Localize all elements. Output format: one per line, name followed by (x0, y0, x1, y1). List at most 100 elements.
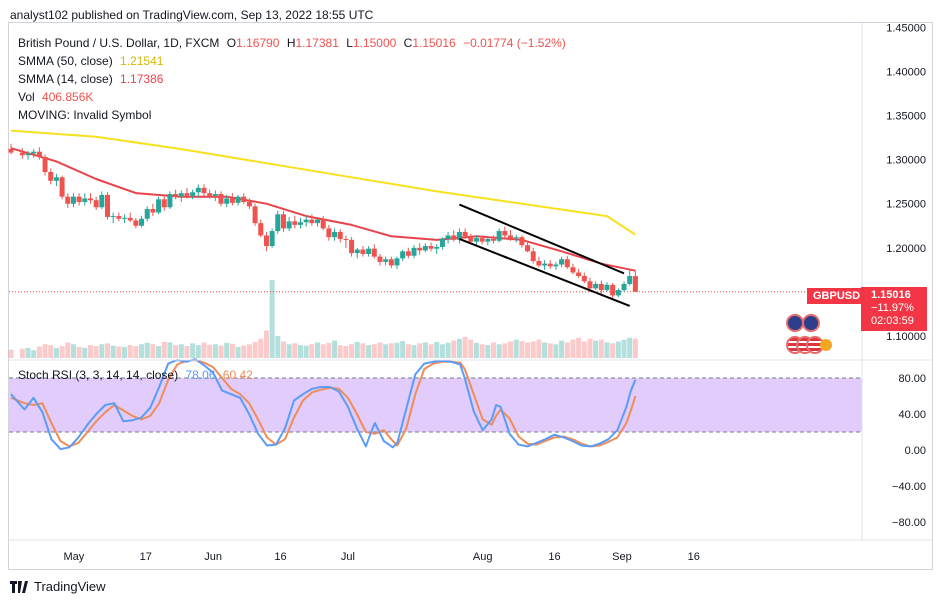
event-dot-icon[interactable] (820, 339, 832, 351)
volume-bar (48, 345, 54, 358)
candle-body (59, 177, 65, 197)
stoch-tick-label: 40.00 (898, 409, 926, 421)
volume-bar (547, 343, 553, 358)
volume-bar (615, 341, 621, 358)
volume-bar (508, 341, 514, 358)
volume-bar (31, 350, 37, 358)
volume-bar (366, 345, 372, 358)
price-tick-label: 1.30000 (886, 155, 926, 167)
stoch-k-value: 78.06 (185, 368, 216, 382)
candle-body (519, 237, 525, 246)
legend-smma14[interactable]: SMMA (14, close) 1.17386 (18, 72, 163, 86)
candle-body (309, 219, 315, 224)
candle-body (19, 152, 25, 156)
volume-bar (269, 280, 275, 358)
volume-label: Vol (18, 90, 35, 104)
candle-body (229, 198, 235, 203)
volume-bar (161, 341, 167, 358)
candle-body (411, 247, 417, 256)
smma14-label: SMMA (14, close) (18, 72, 113, 86)
volume-bar (292, 343, 298, 358)
volume-bar (218, 345, 224, 358)
symbol-title[interactable]: British Pound / U.S. Dollar, 1D, FXCM (18, 36, 220, 50)
stoch-tick-label: 0.00 (905, 445, 926, 457)
candle-body (275, 214, 281, 232)
footer-brand[interactable]: TradingView (34, 579, 106, 594)
candle-body (405, 251, 411, 256)
volume-bar (76, 346, 82, 358)
publish-header: analyst102 published on TradingView.com,… (10, 8, 374, 22)
candle-body (190, 192, 196, 196)
volume-bar (530, 341, 536, 358)
candle-body (53, 177, 59, 181)
close-value: 1.15016 (412, 36, 456, 50)
candle-body (280, 214, 286, 229)
candle-body (428, 246, 434, 249)
volume-bar (564, 342, 570, 358)
volume-bar (235, 346, 241, 358)
candle-body (104, 194, 110, 217)
candle-body (349, 239, 355, 254)
candle-body (332, 231, 338, 238)
volume-bar (212, 344, 218, 358)
candle-body (593, 283, 599, 289)
volume-bar (490, 342, 496, 358)
smma50-line (10, 129, 636, 236)
price-tick-label: 1.10000 (886, 331, 926, 343)
candle-body (417, 247, 423, 251)
smma14-value: 1.17386 (120, 72, 164, 86)
candle-body (343, 238, 349, 240)
volume-bar (553, 344, 559, 358)
candle-body (173, 194, 179, 197)
volume-bar (178, 344, 184, 358)
stoch-k-line (10, 358, 637, 451)
volume-bar (576, 337, 582, 358)
price-pane (8, 129, 862, 358)
candle-body (201, 187, 207, 194)
open-value: 1.16790 (236, 36, 280, 50)
candle-body (48, 171, 54, 181)
candle-body (218, 194, 224, 204)
candle-body (542, 263, 548, 266)
volume-bar (246, 344, 252, 358)
legend-volume[interactable]: Vol 406.856K (18, 90, 93, 104)
time-tick-label: 17 (140, 551, 152, 563)
candle-body (388, 259, 394, 266)
volume-bar (610, 343, 616, 358)
volume-bar (383, 344, 389, 358)
legend-moving[interactable]: MOVING: Invalid Symbol (18, 108, 151, 122)
candle-body (445, 235, 451, 239)
stoch-d-line (10, 359, 637, 448)
candle-body (564, 259, 570, 268)
volume-bar (201, 342, 207, 358)
volume-bar (445, 342, 451, 358)
volume-bar (59, 346, 65, 358)
volume-bar (25, 347, 31, 358)
event-flags[interactable] (786, 314, 836, 358)
candle-body (553, 264, 559, 267)
volume-bar (263, 330, 269, 358)
volume-bar (593, 340, 599, 358)
candle-body (394, 258, 400, 266)
volume-bar (303, 345, 309, 358)
legend-stoch-rsi[interactable]: Stoch RSI (3, 3, 14, 14, close) 78.06 60… (18, 368, 253, 382)
legend-smma50[interactable]: SMMA (50, close) 1.21541 (18, 54, 163, 68)
price-tick-label: 1.25000 (886, 199, 926, 211)
stoch-rsi-pane (9, 358, 862, 451)
uk-flag-icon[interactable] (802, 314, 820, 332)
volume-bar (632, 338, 638, 358)
volume-bar (428, 344, 434, 358)
volume-bar (536, 339, 542, 358)
volume-bar (315, 342, 321, 358)
volume-bar (337, 345, 343, 358)
low-label: L (346, 36, 353, 50)
candle-body (139, 218, 145, 226)
volume-bar (411, 345, 417, 358)
volume-bar (65, 342, 71, 358)
candle-body (246, 201, 252, 207)
candle-body (133, 220, 139, 226)
volume-bar (320, 344, 326, 358)
candle-body (530, 251, 536, 262)
volume-bar (195, 345, 201, 358)
